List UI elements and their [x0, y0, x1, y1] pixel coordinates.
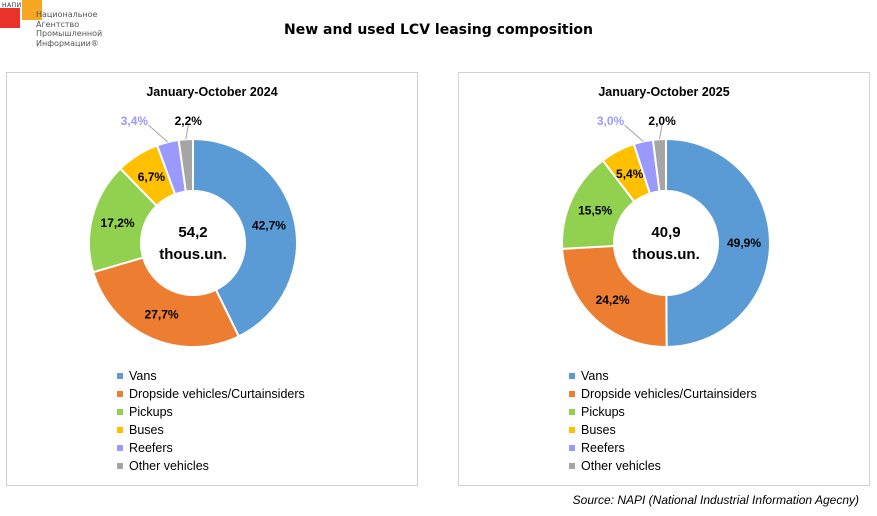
- legend-label: Reefers: [581, 441, 625, 455]
- legend-label: Pickups: [129, 405, 173, 419]
- donut-slice-dropside-vehicles-curtainsiders: [91, 256, 241, 348]
- leader-line: [185, 124, 189, 140]
- donut-chart-2025: 49,9% 24,2% 15,5% 5,4% 3,0% 2,0% 40,9 thous.un.: [561, 114, 771, 349]
- legend-item: Reefers: [117, 439, 305, 457]
- legend-swatch: [117, 391, 123, 397]
- legend: Vans Dropside vehicles/Curtainsiders Picku…: [117, 367, 305, 475]
- legend-item: Vans: [117, 367, 305, 385]
- logo-orange-square: [22, 0, 42, 20]
- center-label: thous.un.: [159, 246, 227, 263]
- legend: Vans Dropside vehicles/Curtainsiders Picku…: [569, 367, 757, 475]
- data-label: 17,2%: [101, 216, 135, 230]
- data-label: 2,0%: [648, 114, 676, 128]
- legend-swatch: [569, 409, 575, 415]
- chart-main-title: New and used LCV leasing composition: [283, 22, 593, 38]
- chart-panel-2025: 49,9% 24,2% 15,5% 5,4% 3,0% 2,0% 40,9 thous.un.…: [458, 72, 870, 486]
- data-label: 42,7%: [252, 218, 286, 232]
- legend-item: Vans: [569, 367, 757, 385]
- legend-label: Reefers: [129, 441, 173, 455]
- logo-red-square: [0, 8, 20, 28]
- chart-panel-2024: 42,7% 27,7% 17,2% 6,7% 3,4% 2,2% 54,2 thous.un.…: [6, 72, 418, 486]
- panel-title: January-October 2025: [598, 85, 730, 99]
- donut-slice-vans: [192, 137, 298, 338]
- legend-item: Buses: [569, 421, 757, 439]
- legend-item: Other vehicles: [117, 457, 305, 475]
- source-note: Source: NAPI (National Industrial Inform…: [572, 493, 859, 507]
- leader-line: [148, 124, 169, 143]
- data-label: 2,2%: [175, 114, 203, 128]
- center-label: thous.un.: [632, 246, 700, 263]
- leader-line: [658, 124, 663, 140]
- legend-item: Pickups: [117, 403, 305, 421]
- legend-item: Dropside vehicles/Curtainsiders: [117, 385, 305, 403]
- donut-slice-other-vehicles: [651, 137, 667, 193]
- panel-title: January-October 2024: [146, 85, 278, 99]
- legend-label: Dropside vehicles/Curtainsiders: [581, 387, 757, 401]
- legend-item: Pickups: [569, 403, 757, 421]
- legend-swatch: [569, 427, 575, 433]
- legend-swatch: [117, 427, 123, 433]
- legend-label: Other vehicles: [129, 459, 209, 473]
- legend-swatch: [569, 391, 575, 397]
- legend-swatch: [117, 409, 123, 415]
- logo-abbr: НАПИ: [2, 2, 22, 9]
- data-label: 24,2%: [596, 293, 630, 307]
- legend-label: Other vehicles: [581, 459, 661, 473]
- legend-swatch: [569, 463, 575, 469]
- logo-name: Национальное Агентство Промышленной Инфо…: [36, 10, 103, 48]
- data-label: 3,0%: [597, 114, 625, 128]
- center-label: 40,9: [651, 224, 680, 241]
- legend-label: Dropside vehicles/Curtainsiders: [129, 387, 305, 401]
- napi-logo: НАПИ Национальное Агентство Промышленной…: [0, 0, 110, 56]
- donut-slice-vans: [665, 137, 771, 349]
- data-label: 5,4%: [616, 167, 644, 181]
- data-label: 3,4%: [121, 114, 149, 128]
- donut-slice-dropside-vehicles-curtainsiders: [561, 244, 668, 348]
- legend-swatch: [569, 445, 575, 451]
- data-label: 27,7%: [145, 307, 179, 321]
- data-label: 15,5%: [578, 203, 612, 217]
- legend-label: Buses: [129, 423, 164, 437]
- legend-item: Buses: [117, 421, 305, 439]
- center-label: 54,2: [178, 224, 207, 241]
- legend-label: Pickups: [581, 405, 625, 419]
- data-label: 49,9%: [727, 236, 761, 250]
- leader-line: [624, 124, 644, 142]
- donut-slice-other-vehicles: [177, 137, 194, 193]
- legend-item: Other vehicles: [569, 457, 757, 475]
- legend-swatch: [117, 445, 123, 451]
- data-label: 6,7%: [138, 170, 166, 184]
- legend-label: Buses: [581, 423, 616, 437]
- legend-swatch: [569, 373, 575, 379]
- legend-label: Vans: [129, 369, 157, 383]
- legend-item: Dropside vehicles/Curtainsiders: [569, 385, 757, 403]
- legend-label: Vans: [581, 369, 609, 383]
- legend-swatch: [117, 373, 123, 379]
- donut-chart-2024: 42,7% 27,7% 17,2% 6,7% 3,4% 2,2% 54,2 thous.un.: [88, 114, 298, 348]
- legend-swatch: [117, 463, 123, 469]
- legend-item: Reefers: [569, 439, 757, 457]
